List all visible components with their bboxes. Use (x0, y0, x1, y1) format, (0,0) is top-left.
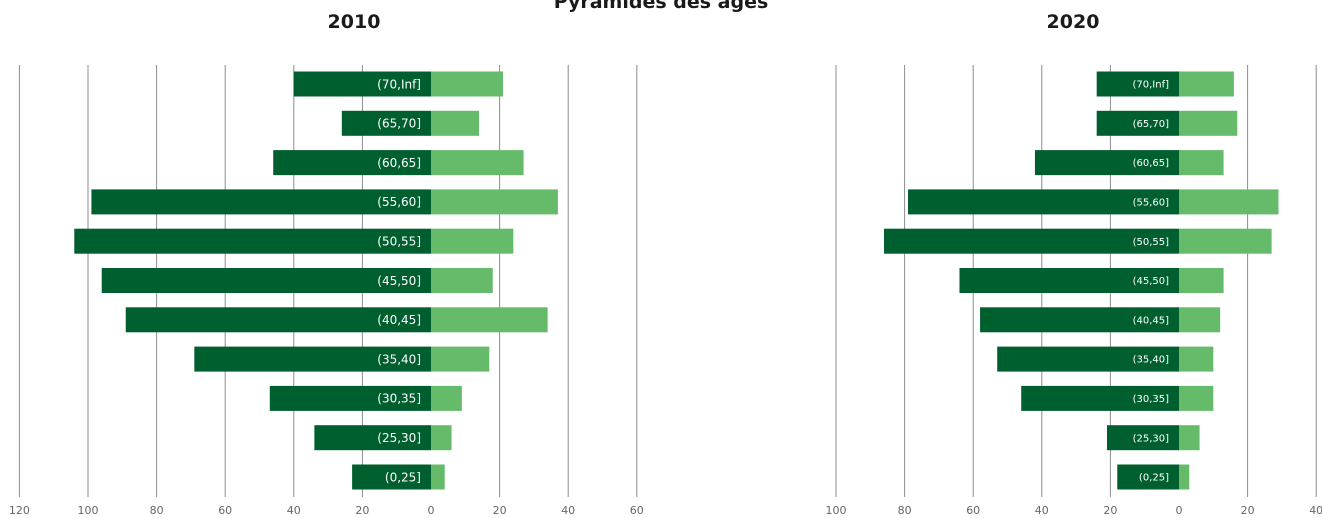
category-label: (45,50] (377, 274, 421, 288)
category-label: (55,60] (377, 195, 421, 209)
bar-left (1034, 150, 1179, 176)
bar-left (194, 346, 431, 372)
category-label: (70,Inf] (1132, 80, 1169, 91)
category-label: (30,35] (377, 392, 421, 406)
bar-left (314, 425, 431, 451)
axis-tick-label: 40 (1035, 504, 1049, 517)
axis-tick-label: 20 (1241, 504, 1255, 517)
axis-tick-label: 100 (826, 504, 847, 517)
pyramid-panel-2020: 100 80 60 40 20 0 20 40 (70,Inf] (65,70] (60,65] (5… (826, 65, 1322, 517)
category-label: (35,40] (377, 352, 421, 366)
category-label: (25,30] (1133, 433, 1170, 444)
bar-right (431, 268, 493, 293)
category-label: (65,70] (377, 117, 421, 131)
bar-left (1021, 385, 1179, 411)
axis-tick-label: 40 (561, 504, 575, 517)
bar-left (101, 268, 431, 293)
bar-left (884, 228, 1179, 254)
bar-right (431, 150, 524, 176)
category-label: (60,65] (1133, 158, 1170, 169)
category-label: (30,35] (1133, 394, 1170, 405)
axis-tick-label: 100 (78, 504, 99, 517)
axis-tick-label: 20 (355, 504, 369, 517)
axis-tick-label: 0 (1176, 504, 1183, 517)
category-label: (35,40] (1133, 355, 1170, 366)
axis-tick-label: 40 (1309, 504, 1322, 517)
axis-tick-label: 20 (493, 504, 507, 517)
bar-right (1179, 110, 1238, 136)
axis-tick-label: 20 (1103, 504, 1117, 517)
category-label: (45,50] (1133, 276, 1170, 287)
bar-left (980, 307, 1179, 333)
bar-left (273, 150, 431, 176)
bar-right (1179, 307, 1221, 333)
bar-left (1106, 425, 1179, 451)
panel-title-2010: 2010 (327, 11, 381, 33)
chart-main-title: Pyramides des âges (553, 0, 769, 13)
axis-tick-label: 80 (898, 504, 912, 517)
bar-right (431, 425, 452, 451)
category-label: (0,25] (1139, 473, 1169, 484)
pyramid-panel-2010: 120 100 80 60 40 20 0 20 40 60 (70,Inf] (65,70] (60,… (9, 65, 644, 517)
bar-left (293, 71, 431, 97)
category-label: (50,55] (377, 235, 421, 249)
bar-left (125, 307, 431, 333)
bar-left (1096, 71, 1179, 97)
bar-left (352, 464, 431, 490)
bar-right (431, 307, 548, 333)
category-label: (50,55] (1133, 237, 1170, 248)
category-label: (40,45] (1133, 315, 1170, 326)
axis-tick-label: 40 (287, 504, 301, 517)
axis-tick-label: 120 (9, 504, 30, 517)
bar-right (431, 228, 514, 254)
bar-right (1179, 464, 1190, 490)
category-label: (65,70] (1133, 119, 1170, 130)
bar-left (91, 189, 432, 215)
bar-right (431, 189, 558, 215)
bar-left (269, 385, 431, 411)
axis-tick-label: 0 (428, 504, 435, 517)
panel-title-2020: 2020 (1046, 11, 1100, 33)
bar-right (1179, 71, 1234, 97)
bar-right (1179, 425, 1200, 451)
category-label: (55,60] (1133, 198, 1170, 209)
bar-left (959, 268, 1179, 293)
bar-right (1179, 228, 1272, 254)
bar-left (997, 346, 1179, 372)
bar-right (431, 464, 445, 490)
bar-right (431, 71, 504, 97)
bar-right (431, 110, 480, 136)
bar-left (908, 189, 1179, 215)
bar-right (1179, 346, 1214, 372)
bar-right (1179, 150, 1224, 176)
category-label: (0,25] (385, 470, 421, 484)
bar-left (1096, 110, 1179, 136)
bar-left (341, 110, 431, 136)
axis-tick-label: 60 (966, 504, 980, 517)
bar-right (1179, 268, 1224, 293)
bar-right (1179, 385, 1214, 411)
bar-left (74, 228, 431, 254)
category-label: (60,65] (377, 156, 421, 170)
bar-right (431, 385, 462, 411)
axis-tick-label: 60 (218, 504, 232, 517)
category-label: (70,Inf] (377, 77, 421, 91)
bar-right (1179, 189, 1279, 215)
bar-left (1117, 464, 1179, 490)
category-label: (25,30] (377, 431, 421, 445)
axis-tick-label: 80 (150, 504, 164, 517)
category-label: (40,45] (377, 313, 421, 327)
axis-tick-label: 60 (630, 504, 644, 517)
bar-right (431, 346, 490, 372)
